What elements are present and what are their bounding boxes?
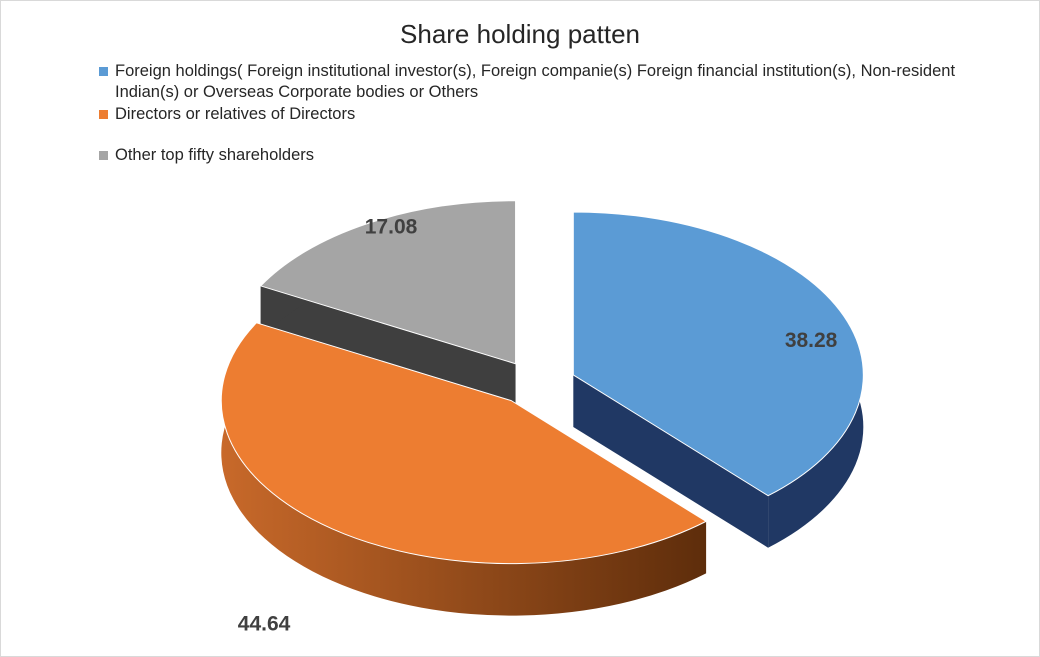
data-label-foreign-holdings: 38.28 (785, 329, 838, 352)
legend-swatch-other-top-fifty (99, 151, 108, 160)
legend-swatch-directors (99, 110, 108, 119)
legend-item-directors: Directors or relatives of Directors (99, 104, 979, 125)
legend-label-foreign-holdings: Foreign holdings( Foreign institutional … (115, 62, 956, 101)
data-label-other-top-fifty: 17.08 (365, 216, 418, 239)
pie-slice-directors (220, 322, 708, 565)
pie-slice-other-top-fifty (259, 200, 517, 365)
legend-label-other-top-fifty: Other top fifty shareholders (115, 146, 315, 164)
legend-item-foreign-holdings: Foreign holdings( Foreign institutional … (99, 61, 979, 103)
legend-swatch-foreign-holdings (99, 67, 108, 76)
data-label-directors: 44.64 (238, 613, 291, 636)
chart-title: Share holding patten (400, 19, 640, 49)
legend-label-directors: Directors or relatives of Directors (115, 105, 356, 123)
legend: Foreign holdings( Foreign institutional … (99, 61, 979, 166)
legend-item-other-top-fifty: Other top fifty shareholders (99, 145, 979, 166)
pie-slice-foreign-holdings (572, 211, 864, 497)
